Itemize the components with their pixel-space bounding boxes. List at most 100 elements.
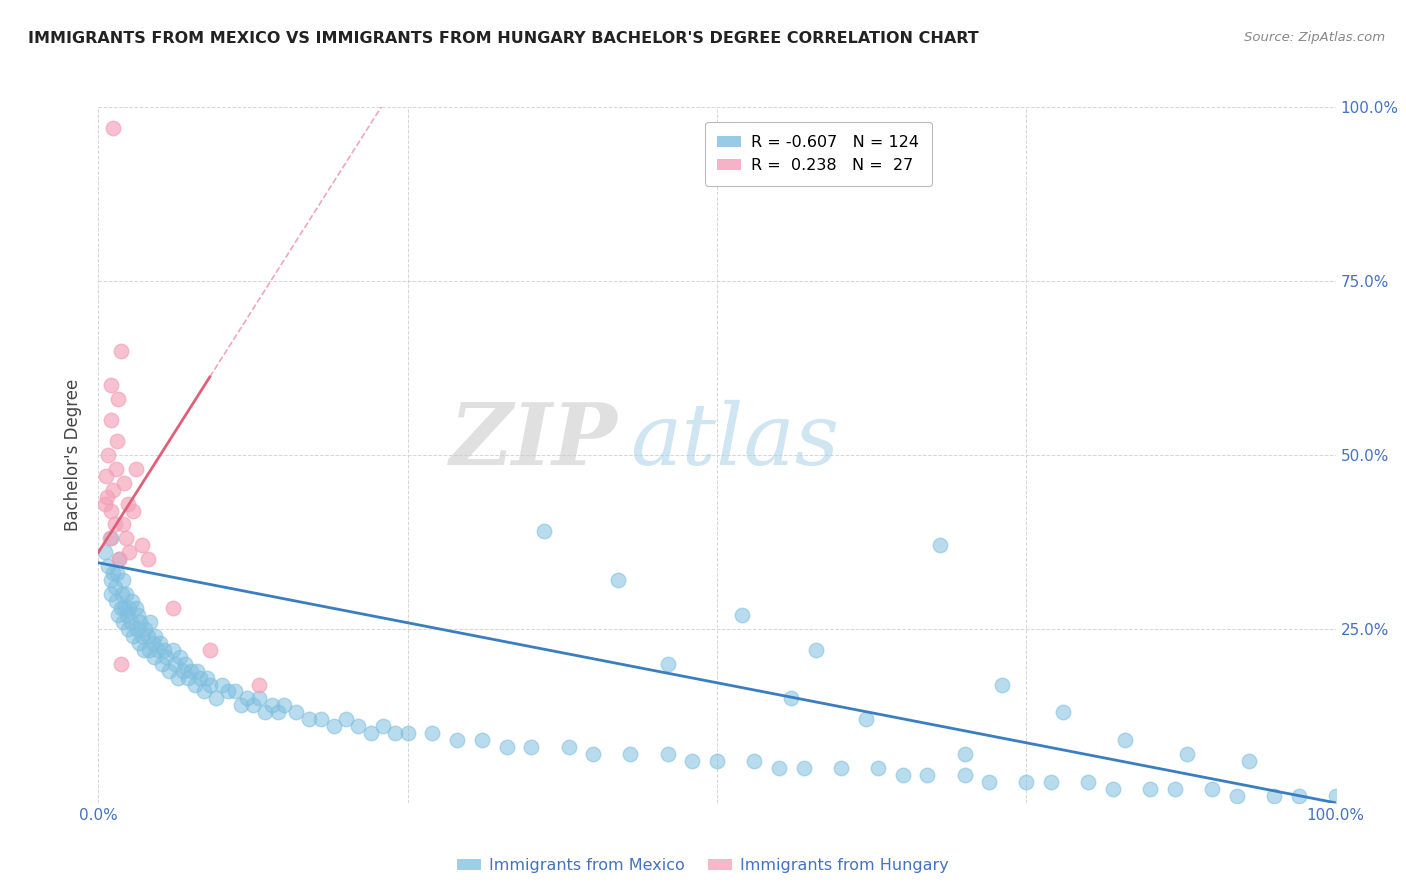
Point	[125, 622, 148, 636]
Point	[1015, 775, 1038, 789]
Point	[1077, 775, 1099, 789]
Point	[793, 761, 815, 775]
Point	[117, 497, 139, 511]
Point	[866, 761, 889, 775]
Point	[103, 517, 125, 532]
Point	[309, 712, 332, 726]
Point	[928, 538, 950, 552]
Point	[607, 573, 630, 587]
Point	[198, 677, 221, 691]
Point	[193, 684, 215, 698]
Point	[211, 677, 233, 691]
Point	[121, 594, 143, 608]
Point	[298, 712, 321, 726]
Point	[471, 733, 494, 747]
Point	[114, 532, 136, 546]
Point	[953, 747, 976, 761]
Point	[657, 747, 679, 761]
Point	[110, 343, 132, 358]
Point	[103, 580, 125, 594]
Point	[347, 719, 370, 733]
Point	[422, 726, 444, 740]
Text: Source: ZipAtlas.com: Source: ZipAtlas.com	[1244, 31, 1385, 45]
Point	[446, 733, 468, 747]
Point	[619, 747, 641, 761]
Point	[1114, 733, 1136, 747]
Point	[97, 448, 120, 462]
Point	[103, 120, 125, 135]
Point	[142, 636, 165, 650]
Point	[1139, 781, 1161, 796]
Legend: R = -0.607   N = 124, R =  0.238   N =  27: R = -0.607 N = 124, R = 0.238 N = 27	[704, 122, 932, 186]
Point	[1324, 789, 1347, 803]
Point	[100, 573, 122, 587]
Point	[247, 691, 270, 706]
Point	[112, 601, 135, 615]
Text: ZIP: ZIP	[450, 400, 619, 483]
Point	[146, 642, 169, 657]
Point	[1102, 781, 1125, 796]
Point	[100, 413, 122, 427]
Point	[105, 566, 128, 581]
Point	[1237, 754, 1260, 768]
Point	[104, 462, 127, 476]
Point	[93, 497, 115, 511]
Point	[112, 517, 135, 532]
Point	[1052, 706, 1074, 720]
Point	[396, 726, 419, 740]
Point	[129, 615, 152, 629]
Point	[104, 594, 127, 608]
Point	[93, 545, 115, 559]
Point	[134, 642, 156, 657]
Point	[162, 601, 184, 615]
Point	[953, 768, 976, 782]
Point	[124, 601, 146, 615]
Point	[495, 740, 517, 755]
Point	[162, 642, 184, 657]
Point	[176, 671, 198, 685]
Point	[830, 761, 852, 775]
Point	[384, 726, 406, 740]
Point	[267, 706, 290, 720]
Point	[657, 657, 679, 671]
Point	[582, 747, 605, 761]
Point	[103, 566, 125, 581]
Point	[138, 642, 160, 657]
Point	[217, 684, 239, 698]
Point	[1040, 775, 1063, 789]
Point	[112, 475, 135, 490]
Point	[188, 671, 211, 685]
Point	[131, 538, 153, 552]
Point	[247, 677, 270, 691]
Point	[273, 698, 295, 713]
Point	[742, 754, 765, 768]
Point	[1164, 781, 1187, 796]
Point	[128, 636, 150, 650]
Point	[115, 607, 138, 622]
Point	[169, 649, 191, 664]
Point	[285, 706, 308, 720]
Point	[780, 691, 803, 706]
Point	[157, 664, 180, 678]
Point	[322, 719, 344, 733]
Legend: Immigrants from Mexico, Immigrants from Hungary: Immigrants from Mexico, Immigrants from …	[450, 852, 956, 880]
Point	[110, 657, 132, 671]
Point	[254, 706, 277, 720]
Point	[122, 503, 145, 517]
Point	[172, 664, 194, 678]
Y-axis label: Bachelor's Degree: Bachelor's Degree	[65, 379, 83, 531]
Point	[804, 642, 827, 657]
Point	[360, 726, 382, 740]
Point	[143, 629, 166, 643]
Point	[139, 615, 162, 629]
Point	[100, 587, 122, 601]
Point	[557, 740, 579, 755]
Point	[855, 712, 877, 726]
Point	[166, 671, 188, 685]
Point	[143, 649, 166, 664]
Point	[165, 657, 187, 671]
Point	[110, 601, 132, 615]
Point	[111, 587, 134, 601]
Text: atlas: atlas	[630, 400, 839, 483]
Point	[124, 462, 146, 476]
